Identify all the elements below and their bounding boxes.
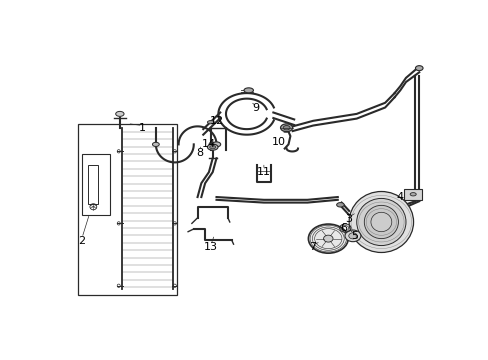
Text: 2: 2 (78, 237, 85, 246)
Text: 4: 4 (396, 192, 403, 202)
Ellipse shape (152, 142, 159, 147)
Ellipse shape (323, 235, 332, 242)
Bar (82, 154, 110, 215)
Ellipse shape (344, 230, 360, 242)
Ellipse shape (364, 205, 398, 239)
Ellipse shape (244, 88, 253, 93)
Text: 5: 5 (350, 231, 358, 241)
Text: 14: 14 (202, 139, 216, 149)
Text: 10: 10 (271, 136, 285, 147)
Text: 12: 12 (209, 116, 223, 126)
Text: 11: 11 (256, 167, 270, 177)
Text: 6: 6 (339, 222, 346, 233)
Text: 1: 1 (139, 123, 146, 133)
Ellipse shape (348, 233, 356, 239)
Ellipse shape (212, 142, 220, 147)
Ellipse shape (209, 145, 215, 149)
Ellipse shape (409, 193, 415, 196)
Bar (88, 165, 98, 204)
Ellipse shape (280, 124, 292, 132)
Ellipse shape (207, 144, 218, 150)
Ellipse shape (356, 198, 405, 246)
Ellipse shape (283, 126, 289, 130)
Bar (78, 123, 176, 296)
Text: 13: 13 (203, 242, 217, 252)
Ellipse shape (308, 224, 347, 253)
Ellipse shape (348, 192, 413, 252)
Text: 3: 3 (345, 214, 352, 224)
Ellipse shape (116, 111, 124, 116)
Text: 9: 9 (252, 103, 259, 113)
Ellipse shape (370, 212, 391, 232)
Text: 8: 8 (196, 148, 203, 158)
Text: 7: 7 (309, 242, 316, 252)
Ellipse shape (207, 121, 214, 124)
Bar (403, 189, 422, 200)
Ellipse shape (415, 66, 422, 71)
Ellipse shape (336, 203, 344, 207)
